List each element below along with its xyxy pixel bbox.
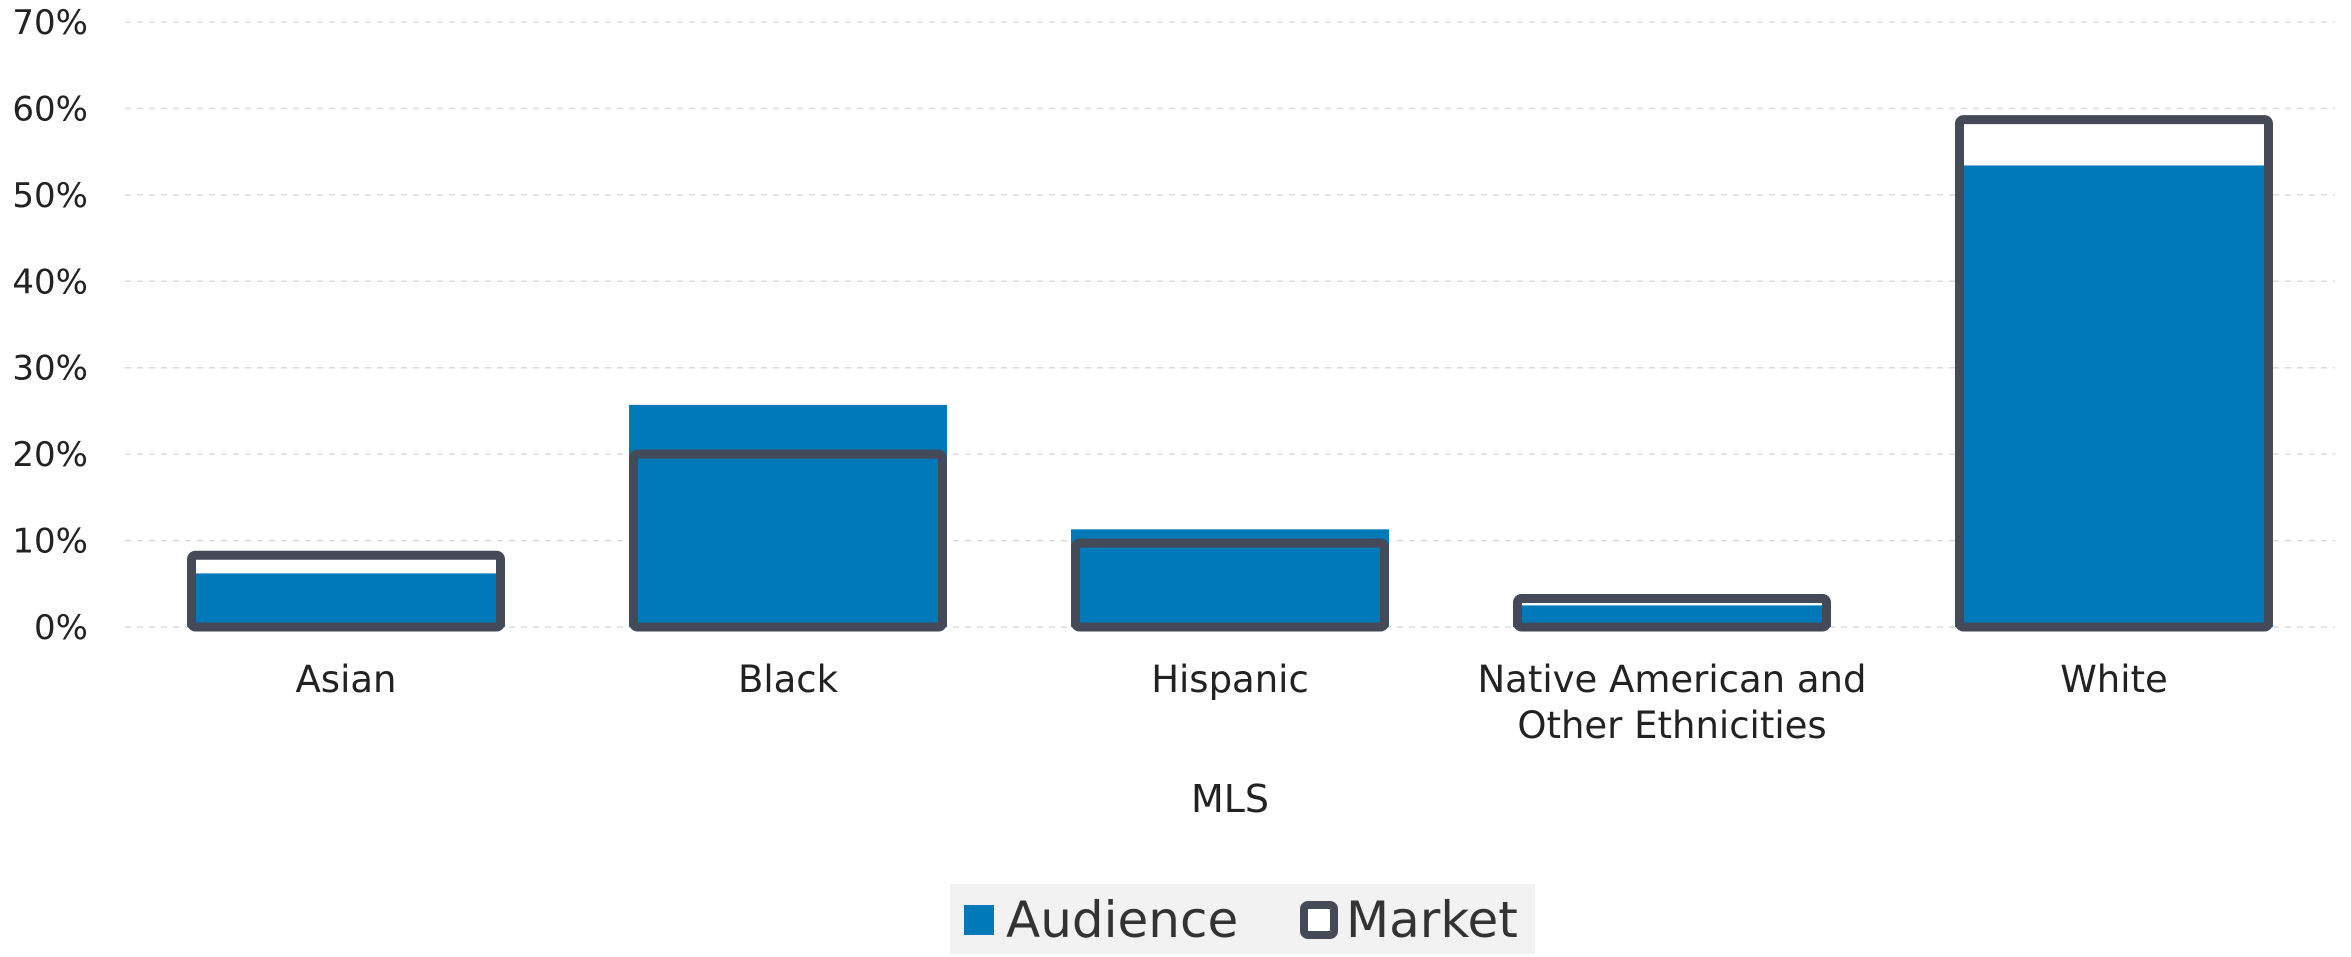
category-label-line: Native American and: [1477, 658, 1866, 701]
y-tick-label: 70%: [12, 3, 88, 43]
legend-label-audience: Audience: [1006, 891, 1238, 949]
category-labels: Asian Black Hispanic Native American and Oth…: [296, 658, 2168, 747]
market-outline-bar: [1513, 593, 1831, 632]
category-label-line: Black: [738, 658, 839, 701]
legend: Audience Market: [950, 884, 1535, 954]
y-tick-label: 10%: [12, 522, 88, 562]
legend-label-market: Market: [1346, 891, 1518, 949]
audience-bar: [1513, 605, 1831, 627]
y-tick-label: 0%: [34, 608, 88, 648]
y-tick-label: 50%: [12, 176, 88, 216]
y-tick-label: 30%: [12, 349, 88, 389]
category-label: Native American and Other Ethnicities: [1477, 658, 1866, 747]
legend-background: [950, 884, 1535, 954]
category-label: Asian: [296, 658, 397, 701]
category-label: White: [2060, 658, 2168, 701]
legend-swatch-market: [1300, 901, 1338, 939]
y-tick-label: 20%: [12, 435, 88, 475]
y-tick-label: 40%: [12, 262, 88, 302]
category-label-line: Hispanic: [1151, 658, 1309, 701]
bars: [187, 115, 2273, 632]
y-axis-tick-labels: 0% 10% 20% 30% 40% 50% 60% 70%: [12, 3, 88, 648]
legend-swatch-audience: [964, 905, 994, 935]
category-label: Hispanic: [1151, 658, 1309, 701]
y-tick-label: 60%: [12, 89, 88, 129]
market-outline-bar: [1071, 538, 1389, 632]
category-label: Black: [738, 658, 839, 701]
market-outline-bar: [187, 550, 505, 632]
category-label-line: White: [2060, 658, 2168, 701]
audience-bar: [1955, 165, 2273, 627]
market-outline-bar: [1955, 115, 2273, 632]
audience-bar: [629, 404, 947, 627]
category-label-line: Other Ethnicities: [1517, 704, 1826, 747]
audience-bar: [187, 573, 505, 627]
category-label-line: Asian: [296, 658, 397, 701]
x-axis-title: MLS: [1191, 777, 1269, 821]
market-outline-bar: [629, 449, 947, 632]
